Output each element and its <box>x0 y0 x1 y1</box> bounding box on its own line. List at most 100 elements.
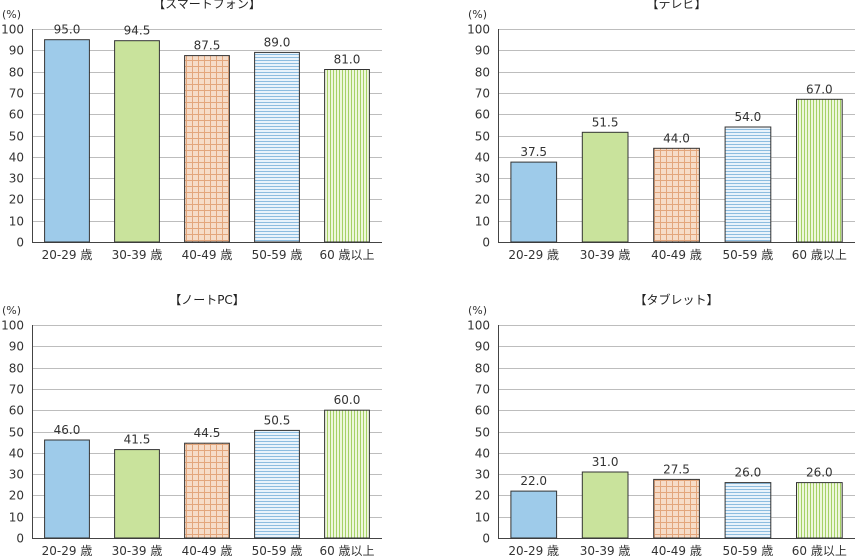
y-tick-label: 0 <box>482 236 490 250</box>
value-label: 27.5 <box>663 462 690 476</box>
chart-panel-2: 【テレビ】 (%) 0 10 20 30 40 50 60 70 80 90 100 37.5 20-29 … <box>467 0 855 262</box>
chart-title: 【スマートフォン】 <box>153 0 261 11</box>
y-tick-label: 0 <box>16 532 24 546</box>
y-tick-label: 40 <box>475 447 490 461</box>
value-label: 51.5 <box>592 115 619 129</box>
bar <box>324 69 370 243</box>
y-unit-label: (%) <box>2 8 21 21</box>
bar <box>581 131 629 243</box>
y-tick-label: 70 <box>9 383 24 397</box>
y-tick-label: 90 <box>9 44 24 58</box>
category-label: 30-39 歳 <box>580 248 631 262</box>
y-tick-label: 10 <box>475 215 490 229</box>
y-tick-label: 20 <box>9 193 24 207</box>
bar <box>114 449 160 539</box>
y-tick-label: 70 <box>475 383 490 397</box>
category-label: 60 歳以上 <box>319 544 374 556</box>
bar <box>44 439 90 539</box>
bar <box>184 55 230 243</box>
y-tick-label: 20 <box>9 489 24 503</box>
y-tick-label: 100 <box>1 23 24 37</box>
y-tick-label: 70 <box>9 87 24 101</box>
value-label: 31.0 <box>592 455 619 469</box>
y-tick-label: 20 <box>475 193 490 207</box>
y-tick-label: 60 <box>9 108 24 122</box>
category-label: 30-39 歳 <box>112 544 163 556</box>
y-tick-label: 30 <box>475 172 490 186</box>
y-tick-label: 60 <box>9 404 24 418</box>
category-label: 60 歳以上 <box>319 248 374 262</box>
category-label: 20-29 歳 <box>42 248 93 262</box>
value-label: 37.5 <box>520 145 547 159</box>
value-label: 95.0 <box>54 23 81 37</box>
y-tick-label: 80 <box>475 362 490 376</box>
y-tick-label: 50 <box>475 426 490 440</box>
bar <box>254 51 300 243</box>
y-tick-label: 80 <box>475 66 490 80</box>
value-label: 60.0 <box>334 393 361 407</box>
value-label: 67.0 <box>806 82 833 96</box>
value-label: 22.0 <box>520 474 547 488</box>
bar <box>724 482 772 539</box>
y-tick-label: 40 <box>9 151 24 165</box>
category-label: 40-49 歳 <box>182 248 233 262</box>
y-unit-label: (%) <box>468 8 487 21</box>
category-label: 40-49 歳 <box>651 248 702 262</box>
value-label: 87.5 <box>194 39 221 53</box>
value-label: 50.5 <box>264 413 291 427</box>
y-tick-label: 30 <box>475 468 490 482</box>
category-label: 30-39 歳 <box>112 248 163 262</box>
bar <box>653 147 700 243</box>
y-tick-label: 80 <box>9 66 24 80</box>
y-tick-label: 10 <box>9 511 24 525</box>
y-tick-label: 30 <box>9 468 24 482</box>
value-label: 89.0 <box>264 35 291 49</box>
value-label: 26.0 <box>735 466 762 480</box>
chart-title: 【タブレット】 <box>634 292 718 307</box>
chart-panel-4: 【タブレット】 (%) 0 10 20 30 40 50 60 70 80 90 100 22.0 20-2… <box>467 292 855 556</box>
y-tick-label: 0 <box>482 532 490 546</box>
value-label: 41.5 <box>124 433 151 447</box>
y-tick-label: 20 <box>475 489 490 503</box>
y-tick-label: 100 <box>467 23 490 37</box>
bar <box>114 40 160 243</box>
value-label: 81.0 <box>334 53 361 67</box>
bar <box>796 98 843 243</box>
value-label: 54.0 <box>735 110 762 124</box>
value-label: 26.0 <box>806 466 833 480</box>
category-label: 50-59 歳 <box>252 544 303 556</box>
bar <box>254 429 300 539</box>
y-tick-label: 60 <box>475 404 490 418</box>
y-unit-label: (%) <box>2 304 21 317</box>
bar <box>724 126 772 243</box>
y-tick-label: 10 <box>475 511 490 525</box>
category-label: 20-29 歳 <box>42 544 93 556</box>
chart-title: 【テレビ】 <box>646 0 706 11</box>
bar <box>324 409 370 539</box>
bar <box>796 482 843 539</box>
y-tick-label: 40 <box>475 151 490 165</box>
bar <box>184 442 230 539</box>
y-tick-label: 90 <box>475 340 490 354</box>
bar <box>653 478 700 539</box>
y-tick-label: 30 <box>9 172 24 186</box>
category-label: 50-59 歳 <box>723 544 774 556</box>
y-tick-label: 100 <box>1 319 24 333</box>
y-tick-label: 80 <box>9 362 24 376</box>
y-tick-label: 50 <box>9 130 24 144</box>
category-label: 40-49 歳 <box>182 544 233 556</box>
y-tick-label: 50 <box>9 426 24 440</box>
bar <box>510 161 558 243</box>
y-tick-label: 90 <box>475 44 490 58</box>
chart-panel-1: 【スマートフォン】 (%) 0 10 20 30 40 50 60 70 80 90 100 95.0 20… <box>1 0 382 262</box>
category-label: 60 歳以上 <box>792 248 847 262</box>
value-label: 44.0 <box>663 131 690 145</box>
category-label: 60 歳以上 <box>792 544 847 556</box>
y-tick-label: 0 <box>16 236 24 250</box>
y-tick-label: 50 <box>475 130 490 144</box>
y-tick-label: 100 <box>467 319 490 333</box>
bar <box>510 490 558 539</box>
y-unit-label: (%) <box>468 304 487 317</box>
chart-panel-3: 【ノートPC】 (%) 0 10 20 30 40 50 60 70 80 90 100 46.0 20-2… <box>1 293 382 556</box>
